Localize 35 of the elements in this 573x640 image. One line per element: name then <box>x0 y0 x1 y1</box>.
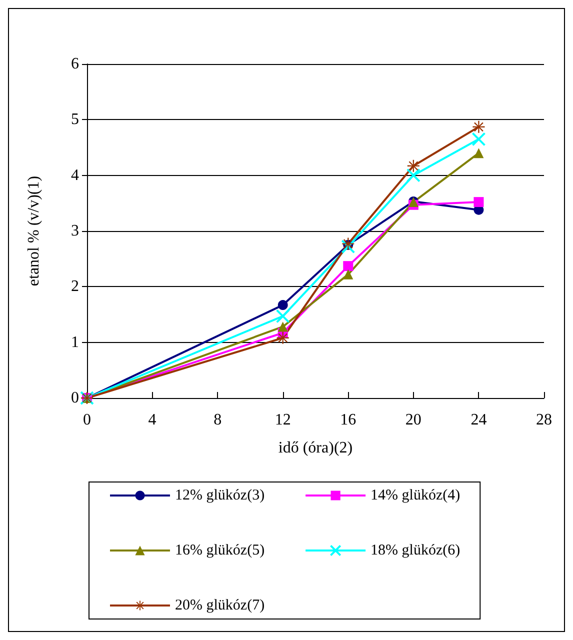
y-axis-title: etanol % (v/v)(1) <box>26 176 42 286</box>
point <box>406 168 420 182</box>
x-tick-label: 20 <box>405 412 422 428</box>
point <box>343 261 354 272</box>
y-tick-label: 6 <box>71 56 79 72</box>
x-tick-label: 12 <box>274 412 291 428</box>
y-tick-label: 2 <box>71 278 79 296</box>
point <box>407 160 420 172</box>
y-tick-label: 0 <box>71 390 79 406</box>
x-axis-title: idő (óra)(2) <box>278 440 353 456</box>
point <box>278 322 288 332</box>
y-tick-label: 4 <box>71 166 79 184</box>
point <box>343 269 354 280</box>
legend-label: 12% glükóz(3) <box>175 488 265 504</box>
legend-label: 16% glükóz(5) <box>175 542 265 558</box>
x-tick-label: 24 <box>470 412 487 428</box>
point <box>276 332 289 344</box>
point <box>278 300 288 310</box>
y-tick-label: 3 <box>71 222 79 240</box>
legend-label: 18% glükóz(6) <box>370 542 460 558</box>
point <box>276 309 290 324</box>
x-tick-label: 8 <box>214 412 222 428</box>
point <box>474 197 484 208</box>
x-tick-label: 28 <box>536 412 552 428</box>
point <box>341 240 356 254</box>
x-tick-label: 0 <box>83 412 91 428</box>
point <box>472 132 486 146</box>
y-tick-label: 5 <box>71 111 79 128</box>
point <box>474 148 484 158</box>
point <box>472 120 485 133</box>
x-tick-label: 16 <box>340 412 356 428</box>
legend-label: 14% glükóz(4) <box>370 488 460 504</box>
legend-label: 20% glükóz(7) <box>175 598 265 614</box>
y-tick-label: 1 <box>71 334 79 351</box>
x-tick-label: 4 <box>148 412 156 428</box>
